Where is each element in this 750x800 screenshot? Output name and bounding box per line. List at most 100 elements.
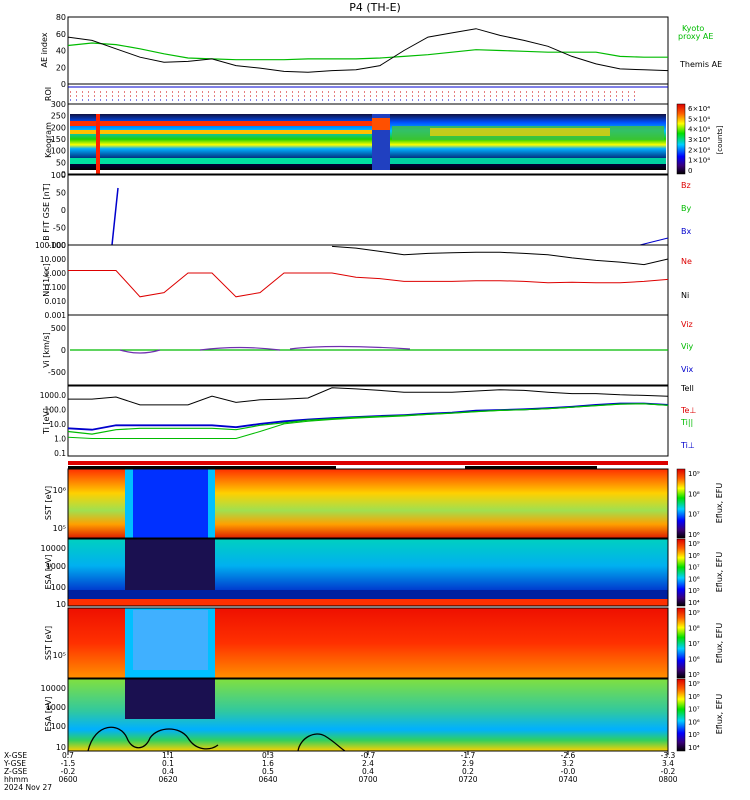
ylabel-esa-e: ESA [eV] [44,555,53,590]
colorbar-esa-i-tick-3: 10⁶ [688,718,700,726]
ytick-esa-e-1: 10000 [41,544,66,553]
status-bar-black-2 [465,466,597,469]
ytick-keogram-2: 200 [51,123,66,132]
ytick-ni-0: 100.000 [35,241,66,250]
ytick-bfit-4: -100 [48,241,66,250]
colorbar-sst-e-tick-1: 10⁸ [688,490,700,498]
esa-e-gap [125,539,215,599]
legend-ni: Ni [681,291,689,300]
keogram-spike [96,114,100,174]
colorbar-sst-i-tick-4: 10⁵ [688,671,700,679]
footer-row-label-0: X-GSE [4,751,27,760]
series-line-ne [68,270,669,298]
ytick-sst-e-2: 10⁵ [53,524,66,533]
keogram-left-cyan-band [70,158,372,164]
footer-row-label-4: 2024 Nov 27 [4,783,52,792]
legend-viz: Viz [681,320,693,329]
legend-vix: Vix [681,365,694,374]
ytick-ni-4: 0.010 [45,297,67,306]
ylabel-vi: Vi [km/s] [42,332,51,368]
colorbar-sst-i: Eflux, EFU 10⁹ 10⁸ 10⁷ 10⁶ 10⁵ [676,607,724,679]
colorbar-esa-e: Eflux, EFU 10⁹ 10⁸ 10⁷ 10⁶ 10⁵ 10⁴ [676,538,724,607]
colorbar-sst-i-label: Eflux, EFU [715,623,724,664]
figure-title: P4 (TH-E) [349,1,401,14]
colorbar-sst-e: Eflux, EFU 10⁹ 10⁸ 10⁷ 10⁶ [676,468,724,539]
panel-roi: ROI [44,83,669,105]
panel-ae-frame [67,16,669,85]
panel-ti-frame [67,385,669,457]
footer-row-label-3: hhmm [4,775,28,784]
ylabel-ni: Ni [1/cc] [42,263,51,297]
ytick-bfit-3: -50 [53,224,66,233]
series-line-themis-ae [67,28,669,73]
esa-i-gap [125,679,215,719]
colorbar-keogram-tick-4: 2×10⁴ [688,146,710,154]
vi-dip [119,345,411,354]
keogram-right-cyan [390,158,666,164]
ytick-ae-1: 60 [56,30,66,39]
colorbar-keogram-tick-5: 1×10⁴ [688,157,710,165]
sst-e-gap-inner [133,469,208,538]
ytick-ti-3: 1.0 [54,435,66,444]
legend-bx: Bx [681,227,691,236]
keogram-left-red-band [70,121,372,126]
keogram-gap-red [372,118,390,130]
colorbar-sst-e-tick-3: 10⁶ [688,531,700,539]
ytick-esa-i-4: 10 [56,743,66,752]
esa-e-lowband [68,590,668,599]
footer-x-0: 0.7 [62,751,74,760]
legend-proxy-ae: proxy AE [678,32,713,41]
colorbar-sst-e-bar [676,468,686,539]
footer-y-1: 0.1 [162,759,174,768]
legend-bz: Bz [681,181,691,190]
ytick-ti-0: 1000.0 [40,391,66,400]
colorbar-esa-e-tick-3: 10⁶ [688,575,700,583]
footer-x-6: -3.3 [661,751,676,760]
keogram-left-yellow-band [70,130,372,134]
footer-t-0: 0600 [58,775,77,784]
colorbar-keogram-tick-2: 4×10⁴ [688,126,710,134]
footer-x-5: -2.6 [561,751,576,760]
ytick-ae-2: 40 [56,47,66,56]
ytick-ae-4: 0 [61,80,66,89]
legend-ne: Ne [681,257,692,266]
panel-ni-frame [67,244,669,316]
ytick-esa-e-4: 10 [56,600,66,609]
ytick-keogram-6: 0 [61,170,66,179]
ytick-bfit-1: 50 [56,189,66,198]
panel-keogram: Keogram 300 250 200 150 100 50 0 [44,100,669,179]
ytick-ae-0: 80 [56,13,66,22]
ytick-esa-i-1: 10000 [41,684,66,693]
bfit-tail [639,237,669,246]
panel-sst-i: SST [eV] 10⁵ [44,607,669,679]
keogram-right-yellow [430,128,610,136]
footer-z-3: 0.4 [362,767,374,776]
legend-themis-ae: Themis AE [679,60,722,69]
ytick-ti-1: 100.0 [45,405,67,414]
ytick-bfit-0: 100 [51,171,66,180]
panel-ae: 80 60 40 20 0 AE index Kyoto proxy AE Themis… [40,13,722,89]
colorbar-sst-e-tick-0: 10⁹ [688,470,700,478]
colorbar-keogram: [counts] 6×10⁴ 5×10⁴ 4×10⁴ 3×10⁴ 2×10⁴ 1×10⁴ 0 [676,103,724,175]
footer-y-3: 2.4 [362,759,374,768]
ytick-vi-1: 0 [61,346,66,355]
colorbar-keogram-tick-0: 6×10⁴ [688,105,710,113]
colorbar-esa-i-tick-2: 10⁷ [688,706,700,714]
colorbar-esa-e-tick-4: 10⁵ [688,587,700,595]
legend-tiperp: Ti⊥ [680,441,695,450]
ytick-keogram-1: 250 [51,112,66,121]
ytick-sst-e-1: 10⁶ [53,486,66,495]
panel-vi: 500 0 -500 Vi [km/s] Viz Viy Vix [42,314,694,386]
legend-tipar: Ti|| [680,418,693,427]
ylabel-sst-e: SST [eV] [44,486,53,520]
sst-i-gap-inner [133,610,208,670]
footer-y-6: 3.4 [662,759,674,768]
ytick-ni-2: 1.000 [45,269,67,278]
footer-y-2: 1.6 [262,759,274,768]
colorbar-esa-e-tick-5: 10⁴ [688,599,700,607]
footer-x-1: 1.1 [162,751,174,760]
colorbar-esa-i-bar [676,678,686,752]
panel-esa-e: ESA [eV] 10000 1000 100 10 [41,538,669,609]
